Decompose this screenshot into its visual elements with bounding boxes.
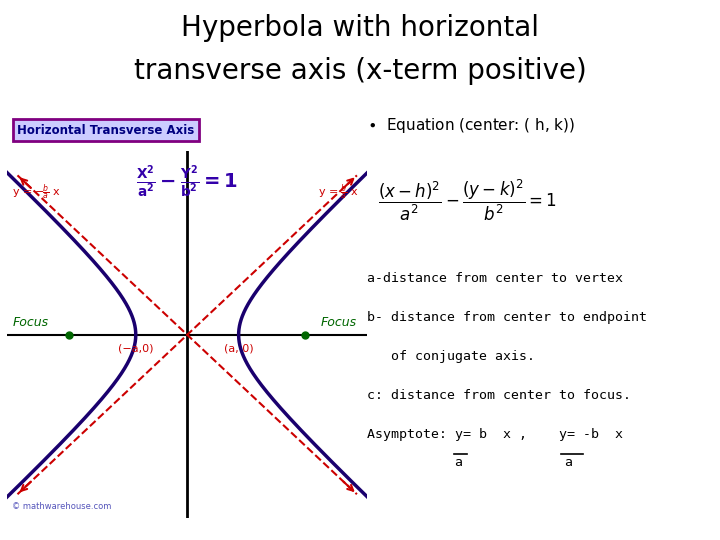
Text: (−a,0): (−a,0)	[118, 344, 153, 354]
Text: a-distance from center to vertex: a-distance from center to vertex	[367, 272, 624, 285]
Text: Focus: Focus	[12, 316, 48, 329]
Text: a: a	[564, 456, 572, 469]
Text: of conjugate axis.: of conjugate axis.	[367, 350, 535, 363]
Text: © mathwarehouse.com: © mathwarehouse.com	[12, 502, 112, 511]
Text: $\dfrac{(x-h)^2}{a^2} - \dfrac{(y-k)^2}{b^2} = 1$: $\dfrac{(x-h)^2}{a^2} - \dfrac{(y-k)^2}{…	[378, 178, 557, 223]
Text: $\bullet$  Equation (center: ( h, k)): $\bullet$ Equation (center: ( h, k))	[367, 116, 575, 135]
Text: b- distance from center to endpoint: b- distance from center to endpoint	[367, 311, 647, 324]
Text: a: a	[454, 456, 462, 469]
Text: y = $-\!\frac{b}{a}$ x: y = $-\!\frac{b}{a}$ x	[12, 183, 61, 203]
Text: Horizontal Transverse Axis: Horizontal Transverse Axis	[17, 124, 194, 137]
Text: transverse axis (x-term positive): transverse axis (x-term positive)	[134, 57, 586, 85]
Text: c: distance from center to focus.: c: distance from center to focus.	[367, 389, 631, 402]
Text: Focus: Focus	[321, 316, 357, 329]
Text: $\mathbf{\frac{X^2}{a^2} - \frac{Y^2}{b^2} = 1}$: $\mathbf{\frac{X^2}{a^2} - \frac{Y^2}{b^…	[136, 163, 238, 200]
Text: (a, 0): (a, 0)	[224, 344, 253, 354]
Text: y = $\frac{b}{a}$ x: y = $\frac{b}{a}$ x	[318, 183, 359, 203]
Text: Hyperbola with horizontal: Hyperbola with horizontal	[181, 14, 539, 42]
Text: Asymptote: y= b  x ,    y= -b  x: Asymptote: y= b x , y= -b x	[367, 428, 624, 441]
